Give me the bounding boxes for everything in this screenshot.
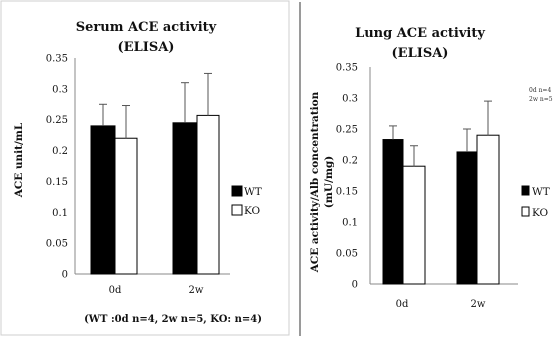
serum-y-tick-6: 0.3 [52,84,68,95]
serum-legend: WT KO [231,185,262,217]
lung-bar-wt-0d [382,139,404,285]
lung-legend-ko-label: KO [532,207,549,219]
serum-y-tick-5: 0.25 [46,115,68,126]
lung-y-axis-label-line-2: (mU/mg) [323,156,335,209]
lung-y-tick-2: 0.1 [342,218,358,229]
lung-y-tick-3: 0.15 [336,187,358,198]
serum-bar-ko-2w [196,114,220,275]
lung-y-tick-6: 0.3 [342,94,358,105]
serum-sample-size-note: (WT :0d n=4, 2w n=5, KO: n=4) [84,314,262,325]
serum-error-bar-ko-0d [122,105,130,139]
lung-error-bar-ko-2w [484,100,492,136]
lung-x-tick-2w: 2w [471,299,486,310]
serum-legend-wt-swatch [231,185,243,197]
lung-bar-wt-2w [456,151,478,285]
lung-legend-wt-label: WT [532,186,550,198]
serum-legend-wt-label: WT [244,186,262,198]
serum-y-tick-1: 0.05 [46,239,68,250]
lung-chart: Lung ACE activity (ELISA) ACE activity/A… [309,26,553,310]
lung-y-tick-0: 0 [352,280,358,291]
serum-legend-ko-swatch [231,204,243,216]
lung-y-axis-label-line-1: ACE activity/Alb concentration [309,91,321,273]
serum-error-bar-wt-2w [181,82,189,123]
serum-y-tick-labels: 0 0.05 0.1 0.15 0.2 0.25 0.3 0.35 [46,54,68,281]
serum-bar-wt-2w [172,122,198,275]
lung-error-bar-ko-0d [410,145,418,167]
lung-bar-ko-0d [402,165,426,285]
serum-x-tick-2w: 2w [189,285,204,296]
lung-legend-wt-swatch [521,185,530,196]
serum-panel-frame [0,0,290,336]
lung-y-tick-1: 0.05 [336,249,358,260]
lung-bar-ko-2w [476,134,500,285]
serum-title-line-1: Serum ACE activity [76,20,217,35]
lung-sample-size-note-2w: 2w n=5 [529,96,553,103]
serum-bar-ko-0d [114,137,138,275]
serum-error-bar-ko-2w [204,72,212,116]
serum-bars [90,72,220,275]
serum-error-bar-wt-0d [99,103,107,126]
serum-legend-ko-label: KO [244,205,261,217]
lung-y-tick-5: 0.25 [336,125,358,136]
serum-y-tick-0: 0 [62,270,68,281]
serum-chart: Serum ACE activity (ELISA) ACE unit/mL 0… [13,20,262,325]
lung-y-tick-4: 0.2 [342,156,358,167]
serum-y-tick-4: 0.2 [52,146,68,157]
serum-y-tick-2: 0.1 [52,208,68,219]
lung-x-tick-0d: 0d [396,299,409,310]
lung-sample-size-note-0d: 0d n=4 [529,87,551,94]
lung-y-tick-labels: 0 0.05 0.1 0.15 0.2 0.25 0.3 0.35 [336,63,358,291]
serum-y-tick-7: 0.35 [46,54,68,65]
lung-error-bar-wt-2w [463,128,471,152]
serum-bar-wt-0d [90,125,116,275]
serum-y-axis-label: ACE unit/mL [13,122,25,198]
lung-bars [382,100,500,285]
lung-y-tick-7: 0.35 [336,63,358,74]
lung-error-bar-wt-0d [389,125,397,140]
lung-legend: WT KO [521,185,550,219]
serum-y-tick-3: 0.15 [46,177,68,188]
lung-legend-ko-swatch [521,206,530,217]
lung-title-line-2: (ELISA) [392,46,449,61]
lung-title-line-1: Lung ACE activity [355,26,485,41]
serum-title-line-2: (ELISA) [118,40,175,55]
serum-x-tick-0d: 0d [109,285,122,296]
